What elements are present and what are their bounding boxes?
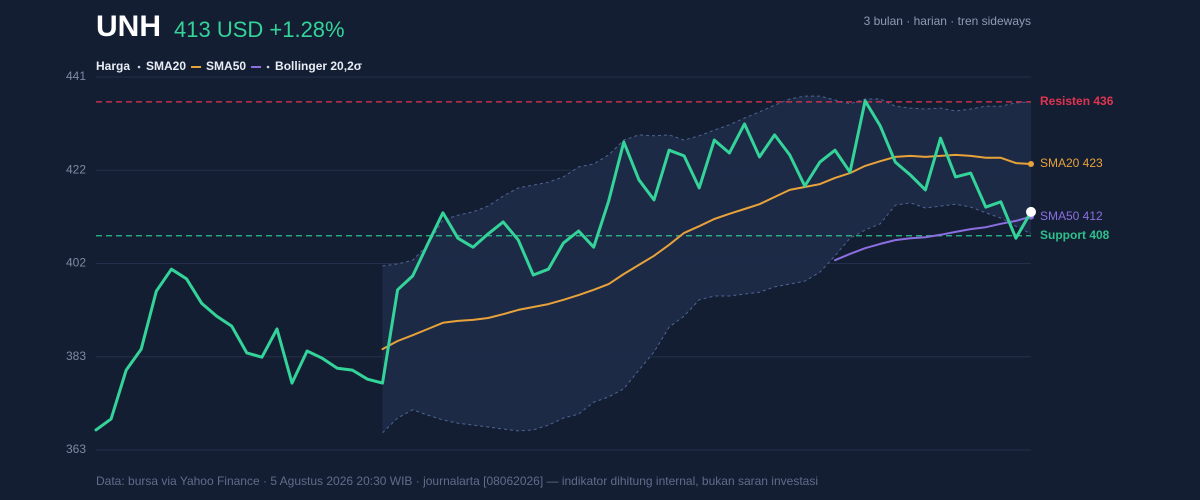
y-tick-label: 422 xyxy=(66,162,86,176)
reference-label: Support 408 xyxy=(1040,228,1110,242)
bollinger-band xyxy=(382,96,1032,433)
series-line xyxy=(94,99,1033,432)
legend-label: SMA20 xyxy=(146,59,186,73)
reference-label: Resisten 436 xyxy=(1040,94,1114,108)
end-dot xyxy=(1028,161,1034,168)
chart-title: UNH xyxy=(96,10,161,43)
bollinger-lower xyxy=(382,202,1032,434)
y-tick-label: 383 xyxy=(66,349,86,363)
last-price-dot xyxy=(1026,206,1036,217)
legend-label: Bollinger 20,2σ xyxy=(275,59,362,73)
y-tick-label: 441 xyxy=(66,69,86,83)
legend-separator xyxy=(137,65,141,69)
end-label: SMA20 423 xyxy=(1040,156,1103,170)
series-line xyxy=(834,215,1032,262)
subtitle: 3 bulan · harian · tren sideways xyxy=(864,14,1031,28)
legend-separator xyxy=(266,65,270,69)
price-label: 413 USD +1.28% xyxy=(174,17,345,42)
legend-label: SMA50 xyxy=(206,59,246,73)
bollinger-upper xyxy=(382,95,1032,267)
plot: 363 383 402 422 441 Resisten 436 Support 408 SM… xyxy=(66,69,1114,456)
legend: Harga SMA20 SMA50 Bollinger 20,2σ xyxy=(96,59,362,73)
y-tick-label: 402 xyxy=(66,256,86,270)
legend-label: Harga xyxy=(96,59,130,73)
series-line xyxy=(381,153,1032,351)
footer: Data: bursa via Yahoo Finance · 5 Agustu… xyxy=(96,474,818,488)
y-tick-label: 363 xyxy=(66,442,86,456)
end-label: SMA50 412 xyxy=(1040,209,1103,223)
